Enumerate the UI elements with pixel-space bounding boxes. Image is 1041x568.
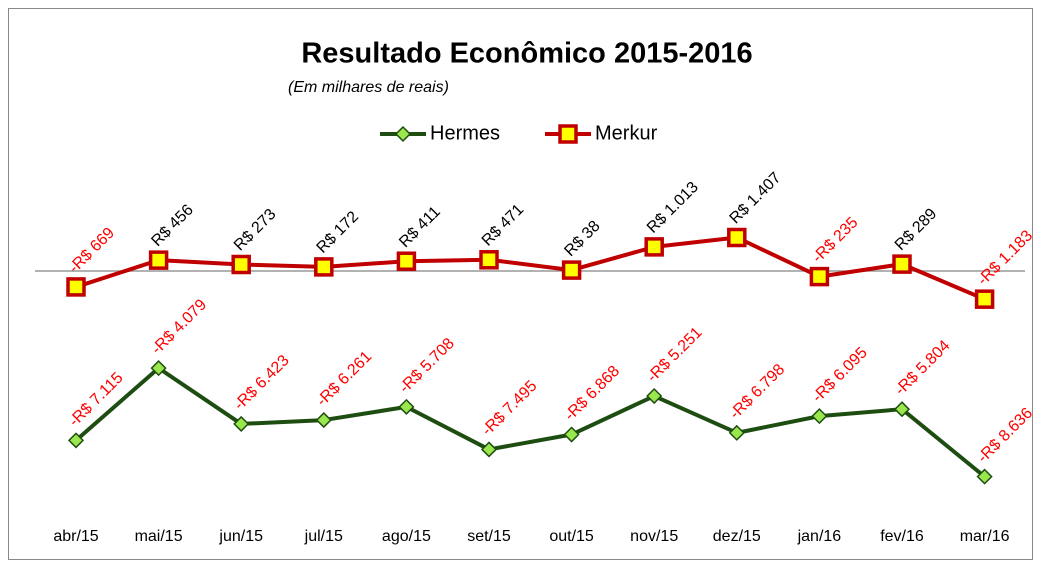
legend-marker — [558, 124, 578, 144]
data-point — [398, 398, 415, 415]
series-line — [74, 366, 986, 479]
data-point — [974, 289, 995, 309]
x-tick-label: mar/16 — [960, 528, 1010, 545]
x-tick-label: abr/15 — [53, 528, 98, 545]
data-point — [976, 468, 993, 485]
legend-label: Hermes — [430, 122, 500, 144]
data-point — [480, 441, 498, 458]
x-tick-label: mai/15 — [135, 528, 183, 545]
data-point — [563, 426, 580, 443]
x-tick-label: set/15 — [467, 528, 511, 545]
x-tick-label: nov/15 — [630, 528, 678, 545]
data-point — [315, 412, 332, 429]
data-point — [66, 277, 86, 297]
legend-label: Merkur — [595, 122, 658, 144]
data-point — [728, 424, 745, 441]
data-point — [314, 257, 334, 277]
x-tick-label: jun/15 — [218, 528, 263, 545]
x-tick-label: fev/16 — [880, 528, 924, 545]
data-point — [644, 237, 664, 257]
data-point — [811, 408, 828, 425]
legend-marker — [394, 125, 412, 143]
x-tick-label: jul/15 — [304, 528, 343, 545]
data-point — [646, 387, 663, 405]
data-point — [231, 254, 251, 275]
chart-title: Resultado Econômico 2015-2016 — [301, 38, 752, 70]
x-tick-label: dez/15 — [713, 528, 761, 545]
data-point — [150, 360, 167, 377]
data-point — [561, 260, 582, 280]
data-point — [892, 254, 912, 274]
chart-subtitle: (Em milhares de reais) — [288, 79, 449, 96]
x-tick-label: out/15 — [549, 528, 594, 545]
data-point — [396, 251, 417, 271]
data-point — [893, 401, 911, 418]
x-tick-label: jan/16 — [797, 528, 842, 545]
data-point — [809, 266, 830, 287]
chart-frame — [8, 8, 1033, 560]
data-point — [727, 227, 747, 248]
data-point — [148, 250, 169, 270]
data-point — [67, 432, 85, 449]
x-tick-label: ago/15 — [382, 528, 431, 545]
data-point — [233, 415, 250, 432]
series-line — [75, 235, 986, 302]
data-point — [479, 250, 499, 270]
